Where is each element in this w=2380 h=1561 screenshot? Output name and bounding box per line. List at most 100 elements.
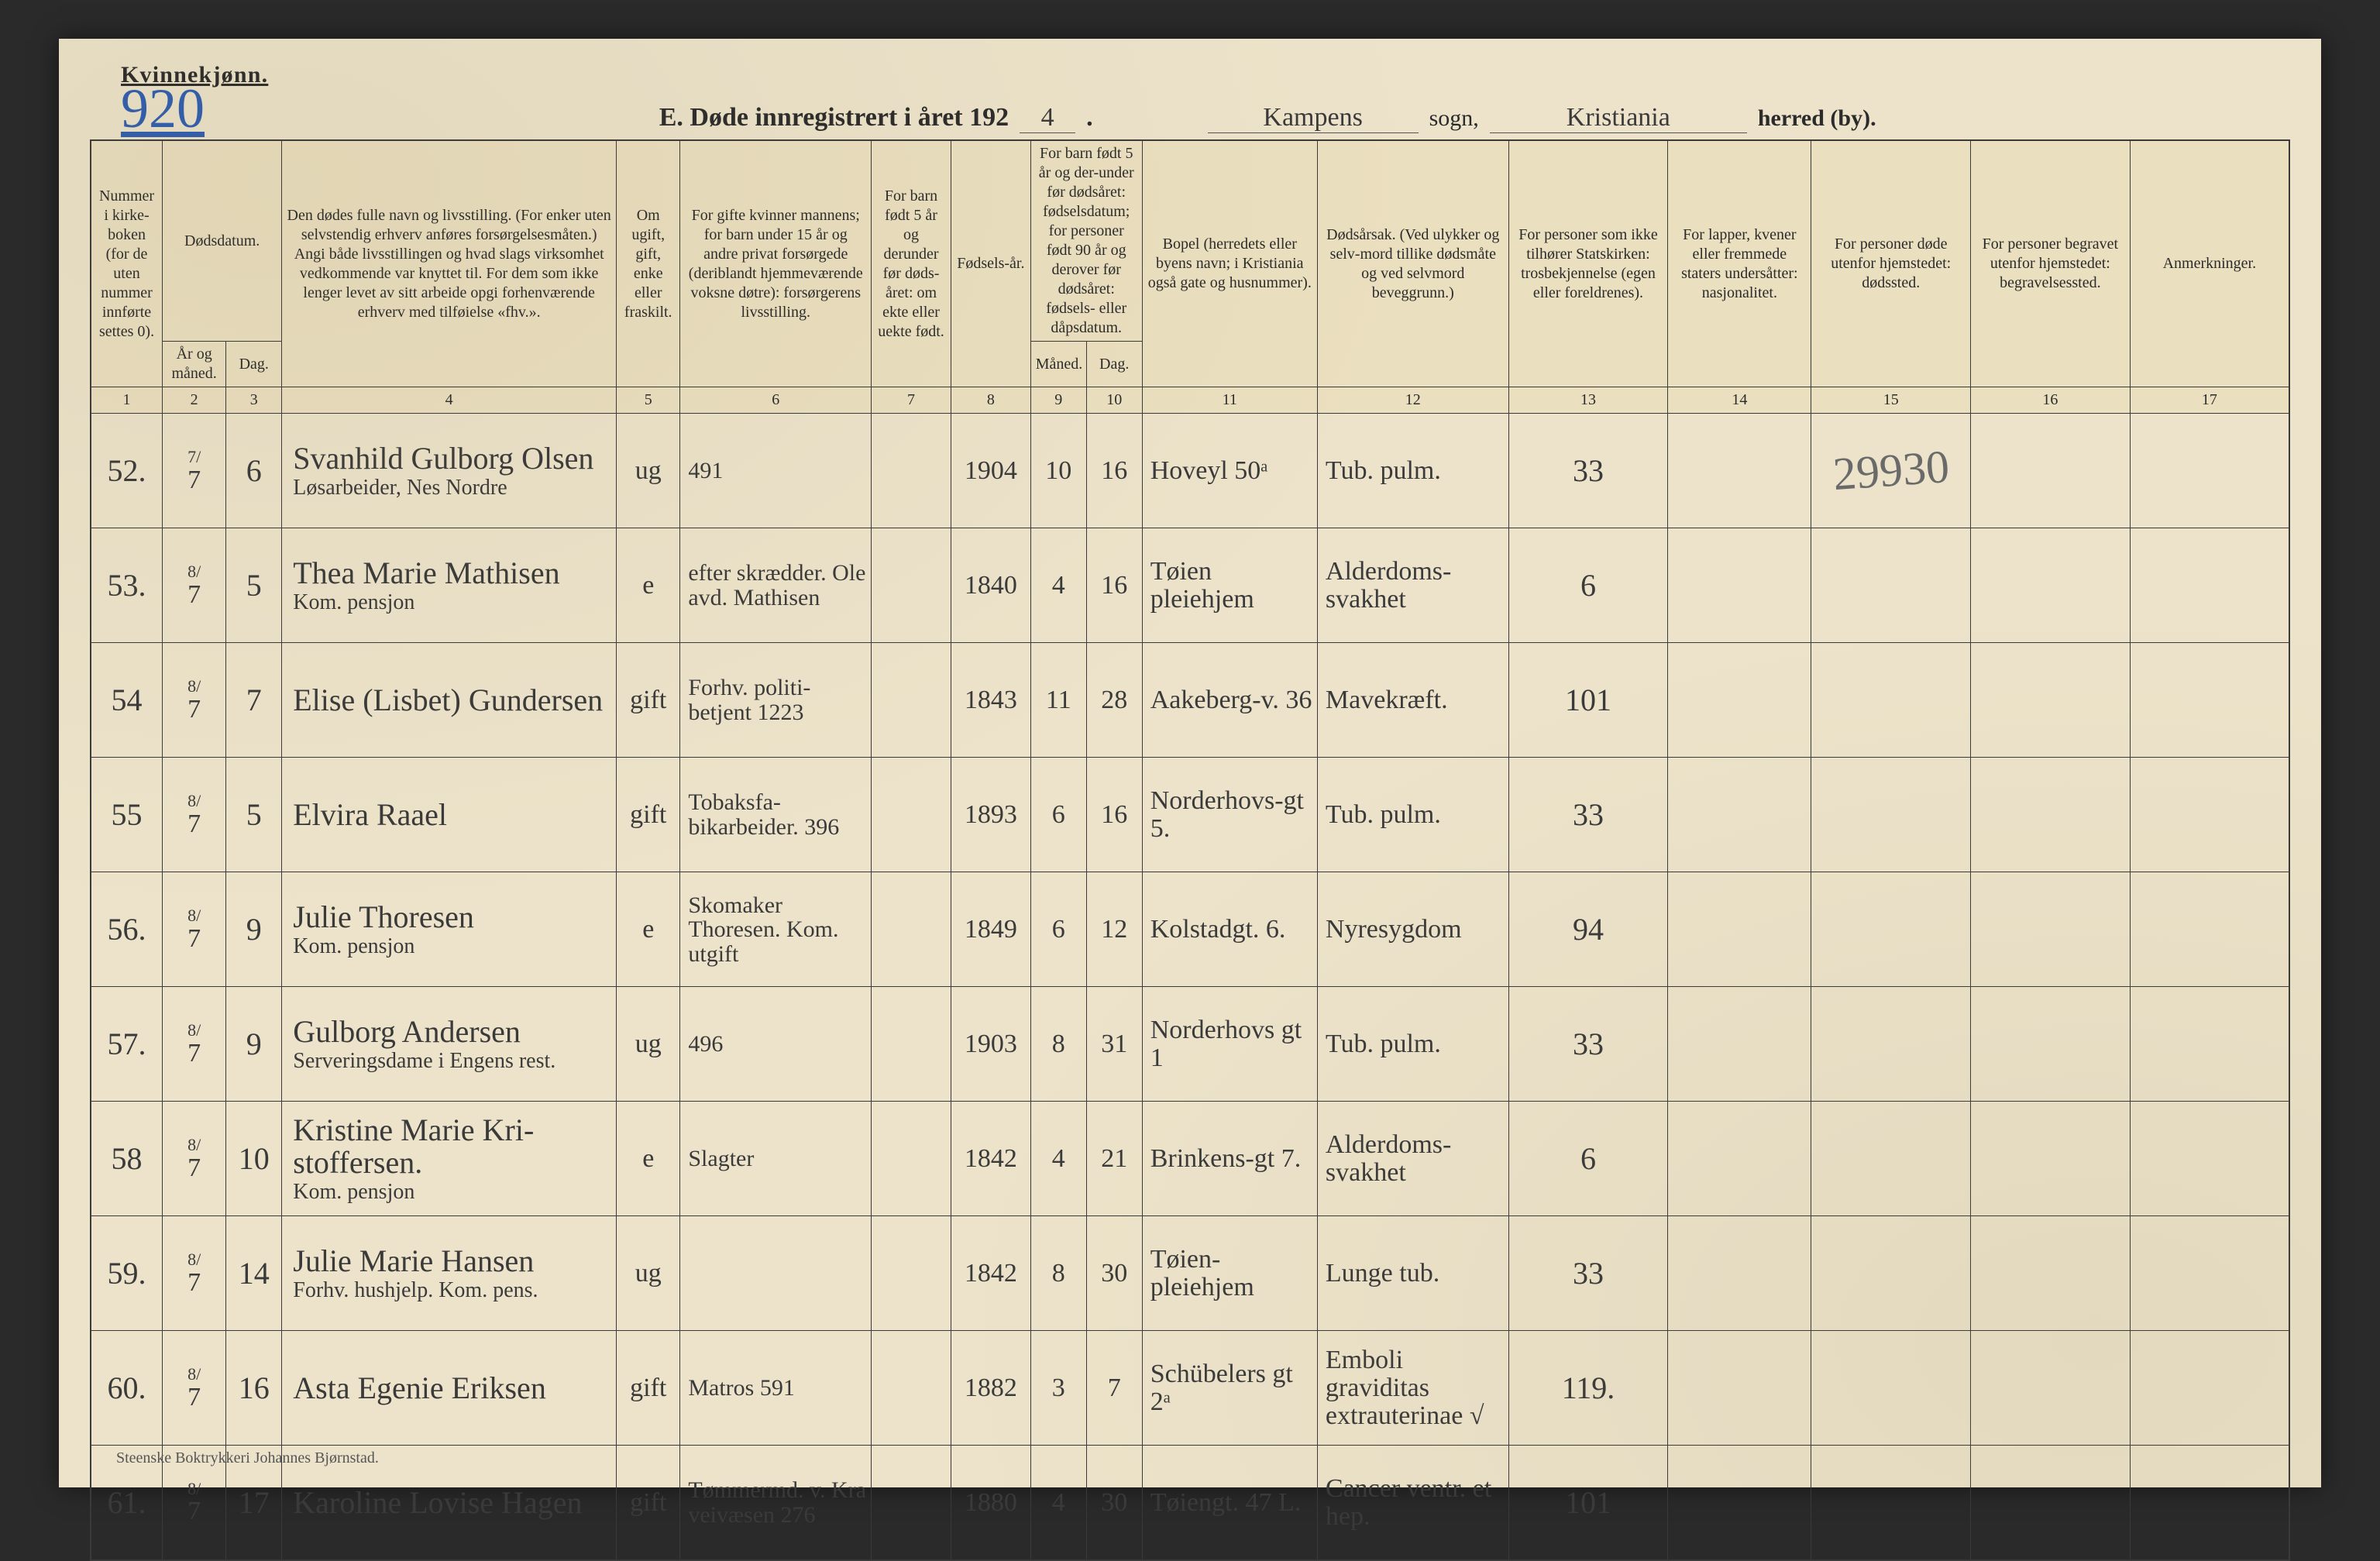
colnum-7: 7 — [872, 387, 951, 414]
cell-name: Kristine Marie Kri-stoffersen.Kom. pensj… — [282, 1102, 617, 1216]
cell-c15 — [1811, 1331, 1971, 1446]
cell-name: Julie Marie HansenForhv. hushjelp. Kom. … — [282, 1216, 617, 1331]
cell-year-month: 8/7 — [163, 758, 226, 872]
cell-c15 — [1811, 528, 1971, 643]
cell-c13: 119. — [1508, 1331, 1668, 1446]
cell-c16 — [1971, 1331, 2131, 1446]
cell-cause: Mavekræft. — [1317, 643, 1508, 758]
cell-year-month: 8/7 — [163, 1331, 226, 1446]
table-row: 588/710Kristine Marie Kri-stoffersen.Kom… — [91, 1102, 2289, 1216]
cell-cause: Cancer ventr. et hep. — [1317, 1446, 1508, 1560]
cell-birth-day: 28 — [1086, 643, 1142, 758]
col-15-header: For personer døde utenfor hjemstedet: dø… — [1811, 140, 1971, 387]
cell-c13: 101 — [1508, 1446, 1668, 1560]
col-9a-header: Måned. — [1030, 342, 1086, 387]
cell-ekte — [872, 1331, 951, 1446]
title-dot: . — [1086, 103, 1093, 132]
cell-name: Elvira Raael — [282, 758, 617, 872]
page-wrap: Kvinnekjønn. 920 E. Døde innregistrert i… — [0, 0, 2380, 1525]
cell-num: 60. — [91, 1331, 163, 1446]
col-9-10-header: For barn født 5 år og der-under før døds… — [1030, 140, 1142, 342]
cell-spouse: Tømmermd. v. Kra veivæsen 276 — [680, 1446, 872, 1560]
cell-year-month: 8/7 — [163, 643, 226, 758]
col-17-header: Anmerkninger. — [2130, 140, 2289, 387]
cell-birth-day: 16 — [1086, 414, 1142, 528]
cell-birth-month: 6 — [1030, 758, 1086, 872]
table-head: Nummer i kirke-boken (for de uten nummer… — [91, 140, 2289, 414]
cell-year-month: 8/7 — [163, 1102, 226, 1216]
cell-c15 — [1811, 643, 1971, 758]
cell-num: 54 — [91, 643, 163, 758]
cell-cause: Tub. pulm. — [1317, 758, 1508, 872]
cell-num: 55 — [91, 758, 163, 872]
cell-spouse: 496 — [680, 987, 872, 1102]
cell-birth-year: 1882 — [951, 1331, 1030, 1446]
colnum-11: 11 — [1142, 387, 1317, 414]
cell-c16 — [1971, 1102, 2131, 1216]
cell-c14 — [1668, 872, 1811, 987]
cell-birth-month: 10 — [1030, 414, 1086, 528]
cell-bopel: Tøien pleiehjem — [1142, 528, 1317, 643]
cell-birth-day: 30 — [1086, 1446, 1142, 1560]
cell-c17 — [2130, 1446, 2289, 1560]
cell-marital: gift — [617, 758, 680, 872]
cell-num: 59. — [91, 1216, 163, 1331]
cell-marital: gift — [617, 643, 680, 758]
col-2-3-header: Dødsdatum. — [163, 140, 282, 342]
col-1-header: Nummer i kirke-boken (for de uten nummer… — [91, 140, 163, 387]
parish-fill: Kampens — [1208, 103, 1419, 133]
table-body: 52.7/76Svanhild Gulborg OlsenLøsarbeider… — [91, 414, 2289, 1560]
colnum-9: 9 — [1030, 387, 1086, 414]
cell-spouse: Skomaker Thoresen. Kom. utgift — [680, 872, 872, 987]
cell-cause: Emboli graviditas extrauterinae √ — [1317, 1331, 1508, 1446]
col-13-header: For personer som ikke tilhører Statskirk… — [1508, 140, 1668, 387]
colnum-1: 1 — [91, 387, 163, 414]
table-row: 548/77Elise (Lisbet) GundersengiftForhv.… — [91, 643, 2289, 758]
cell-name: Asta Egenie Eriksen — [282, 1331, 617, 1446]
cell-c14 — [1668, 528, 1811, 643]
cell-cause: Tub. pulm. — [1317, 987, 1508, 1102]
colnum-5: 5 — [617, 387, 680, 414]
colnum-12: 12 — [1317, 387, 1508, 414]
cell-c15: 29930 — [1811, 414, 1971, 528]
gender-page-block: Kvinnekjønn. 920 — [121, 62, 268, 134]
cell-c13: 94 — [1508, 872, 1668, 987]
parish-label: sogn, — [1429, 105, 1479, 132]
cell-num: 57. — [91, 987, 163, 1102]
colnum-2: 2 — [163, 387, 226, 414]
cell-marital: ug — [617, 987, 680, 1102]
colnum-8: 8 — [951, 387, 1030, 414]
cell-name: Julie ThoresenKom. pensjon — [282, 872, 617, 987]
cell-day: 7 — [226, 643, 282, 758]
col-6-header: For gifte kvinner mannens; for barn unde… — [680, 140, 872, 387]
cell-c13: 33 — [1508, 758, 1668, 872]
cell-c14 — [1668, 758, 1811, 872]
cell-birth-month: 8 — [1030, 987, 1086, 1102]
colnum-4: 4 — [282, 387, 617, 414]
cell-birth-month: 4 — [1030, 1446, 1086, 1560]
cell-cause: Alderdoms-svakhet — [1317, 528, 1508, 643]
cell-bopel: Hoveyl 50ᵃ — [1142, 414, 1317, 528]
cell-num: 53. — [91, 528, 163, 643]
cell-ekte — [872, 872, 951, 987]
cell-marital: e — [617, 528, 680, 643]
cell-spouse — [680, 1216, 872, 1331]
cell-c14 — [1668, 414, 1811, 528]
cell-birth-month: 6 — [1030, 872, 1086, 987]
cell-c15 — [1811, 1446, 1971, 1560]
cell-birth-year: 1842 — [951, 1102, 1030, 1216]
table-row: 53.8/75Thea Marie MathisenKom. pensjonee… — [91, 528, 2289, 643]
cell-ekte — [872, 987, 951, 1102]
colnum-16: 16 — [1971, 387, 2131, 414]
cell-c13: 6 — [1508, 1102, 1668, 1216]
cell-cause: Alderdoms-svakhet — [1317, 1102, 1508, 1216]
title-year-fill: 4 — [1020, 103, 1075, 133]
col-2b-header: Dag. — [226, 342, 282, 387]
cell-marital: ug — [617, 414, 680, 528]
col-11-header: Bopel (herredets eller byens navn; i Kri… — [1142, 140, 1317, 387]
cell-c13: 33 — [1508, 1216, 1668, 1331]
cell-spouse: Forhv. politi-betjent 1223 — [680, 643, 872, 758]
cell-birth-year: 1842 — [951, 1216, 1030, 1331]
colnum-6: 6 — [680, 387, 872, 414]
cell-c15 — [1811, 872, 1971, 987]
